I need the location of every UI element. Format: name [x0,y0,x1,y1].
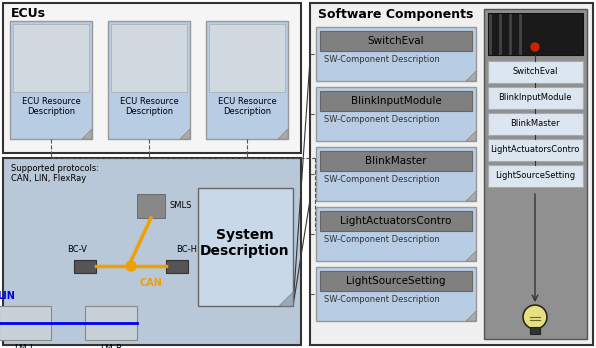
Bar [488,13,583,55]
Bar [111,24,187,92]
Bar [10,21,92,139]
Text: SW-Component Description: SW-Component Description [324,294,440,303]
Text: BlinkMaster: BlinkMaster [510,119,560,128]
Bar [206,21,288,139]
Bar [310,3,593,345]
Bar [74,260,96,273]
Bar [3,158,301,345]
Bar [488,165,583,187]
Text: LightActuatorsContro: LightActuatorsContro [340,216,452,226]
Bar [108,21,190,139]
Polygon shape [180,129,190,139]
Text: SwitchEval: SwitchEval [512,68,558,77]
Polygon shape [278,129,288,139]
Circle shape [126,261,136,271]
Text: LM-L: LM-L [14,344,36,348]
Polygon shape [466,131,476,141]
Polygon shape [466,191,476,201]
Text: Supported protocols:
CAN, LIN, FlexRay: Supported protocols: CAN, LIN, FlexRay [11,164,99,183]
Bar [530,327,540,334]
Polygon shape [466,71,476,81]
Text: SwitchEval: SwitchEval [368,36,424,46]
Text: ECU Resource
Description: ECU Resource Description [21,97,80,116]
Bar [488,87,583,109]
Bar [316,87,476,141]
Bar [316,207,476,261]
Bar [0,306,51,340]
Text: Software Components: Software Components [318,8,473,21]
Circle shape [531,43,539,51]
Text: SW-Component Description: SW-Component Description [324,174,440,183]
Polygon shape [466,251,476,261]
Bar [320,211,472,231]
Bar [320,151,472,171]
Text: SW-Component Description: SW-Component Description [324,235,440,244]
Bar [316,27,476,81]
Text: SMLS: SMLS [169,201,191,211]
Text: BlinkInputModule: BlinkInputModule [350,96,442,106]
Bar [209,24,285,92]
Text: SW-Component Description: SW-Component Description [324,114,440,124]
Circle shape [523,305,547,329]
Bar [488,61,583,83]
Text: ECU Resource
Description: ECU Resource Description [218,97,277,116]
Text: ECUs: ECUs [11,7,46,20]
Bar [198,188,293,306]
Bar [85,306,137,340]
Bar [137,194,165,218]
Text: LightSourceSetting: LightSourceSetting [346,276,446,286]
Text: SW-Component Description: SW-Component Description [324,55,440,63]
Bar [3,3,301,153]
Text: System
Description: System Description [200,228,290,258]
Polygon shape [82,129,92,139]
Text: LM-R: LM-R [100,344,122,348]
Bar [488,113,583,135]
Bar [316,147,476,201]
Bar [320,271,472,291]
Polygon shape [279,292,293,306]
Bar [320,91,472,111]
Text: ECU Resource
Description: ECU Resource Description [120,97,178,116]
Text: CAN: CAN [139,278,162,288]
Polygon shape [466,311,476,321]
Text: BC-V: BC-V [67,245,87,254]
Text: LightSourceSetting: LightSourceSetting [495,172,575,181]
Text: LIN: LIN [0,291,15,301]
Text: LightActuatorsContro: LightActuatorsContro [491,145,580,155]
Text: BC-H: BC-H [176,245,197,254]
Bar [166,260,188,273]
Bar [320,31,472,51]
Text: BlinkMaster: BlinkMaster [365,156,427,166]
Bar [488,139,583,161]
Bar [484,9,587,339]
Text: BlinkInputModule: BlinkInputModule [498,94,572,103]
Bar [316,267,476,321]
Bar [13,24,89,92]
